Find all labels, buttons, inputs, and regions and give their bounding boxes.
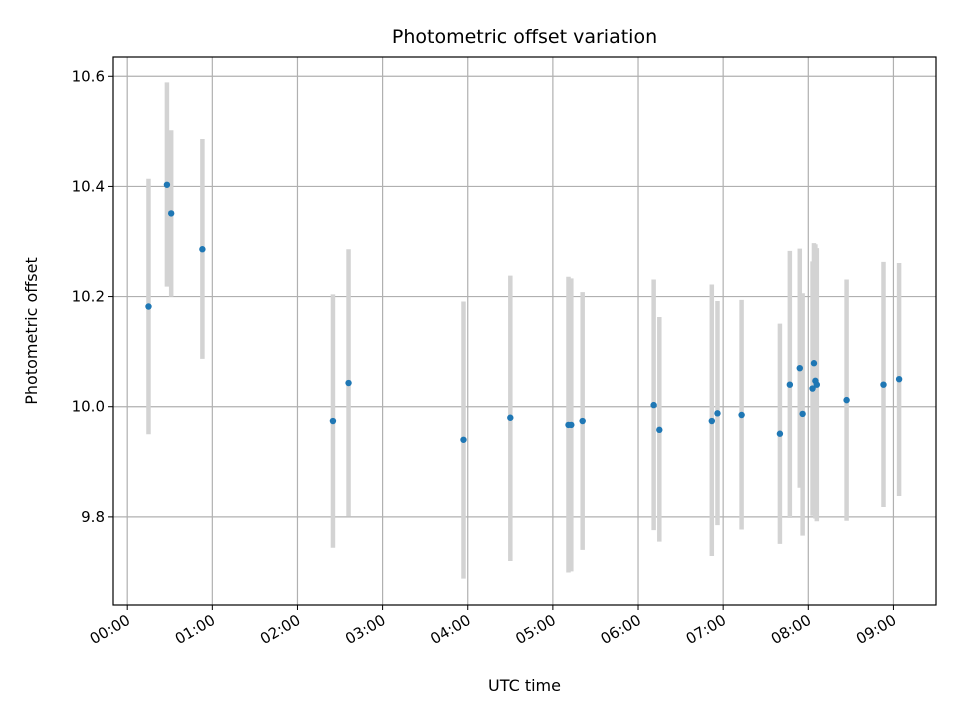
data-point: [568, 421, 575, 429]
y-tick-label: 10.6: [72, 67, 105, 85]
data-point: [329, 417, 337, 425]
data-point: [145, 303, 152, 310]
data-point: [199, 246, 206, 253]
data-point: [507, 414, 514, 421]
data-point: [460, 436, 467, 443]
data-point: [579, 417, 586, 425]
grid: [113, 57, 936, 605]
data-point: [880, 381, 887, 388]
data-point: [799, 410, 806, 418]
plot-frame: [112, 56, 937, 606]
x-axis-label: UTC time: [488, 676, 561, 695]
data-point: [650, 401, 657, 409]
data-point: [810, 360, 818, 367]
data-points: [145, 181, 903, 443]
chart-title: Photometric offset variation: [392, 26, 657, 48]
data-point: [895, 375, 903, 383]
data-point: [843, 396, 850, 404]
data-point: [163, 181, 171, 188]
data-point: [167, 210, 175, 217]
data-point: [796, 364, 803, 372]
y-tick-label: 10.4: [72, 177, 105, 195]
data-point: [345, 379, 352, 387]
y-tick-label: 10.0: [72, 398, 105, 416]
data-point: [813, 381, 821, 388]
data-point: [738, 411, 745, 419]
y-axis-label: Photometric offset: [22, 257, 41, 405]
y-axis-ticks: 9.8 10.0 10.2 10.4 10.6: [72, 67, 113, 526]
y-tick-label: 9.8: [81, 508, 105, 526]
data-point: [714, 410, 721, 417]
data-point: [776, 430, 784, 437]
data-point: [708, 417, 716, 425]
data-point: [786, 381, 794, 388]
data-point: [656, 426, 663, 434]
data-point: [809, 385, 816, 392]
y-tick-label: 10.2: [72, 288, 105, 306]
